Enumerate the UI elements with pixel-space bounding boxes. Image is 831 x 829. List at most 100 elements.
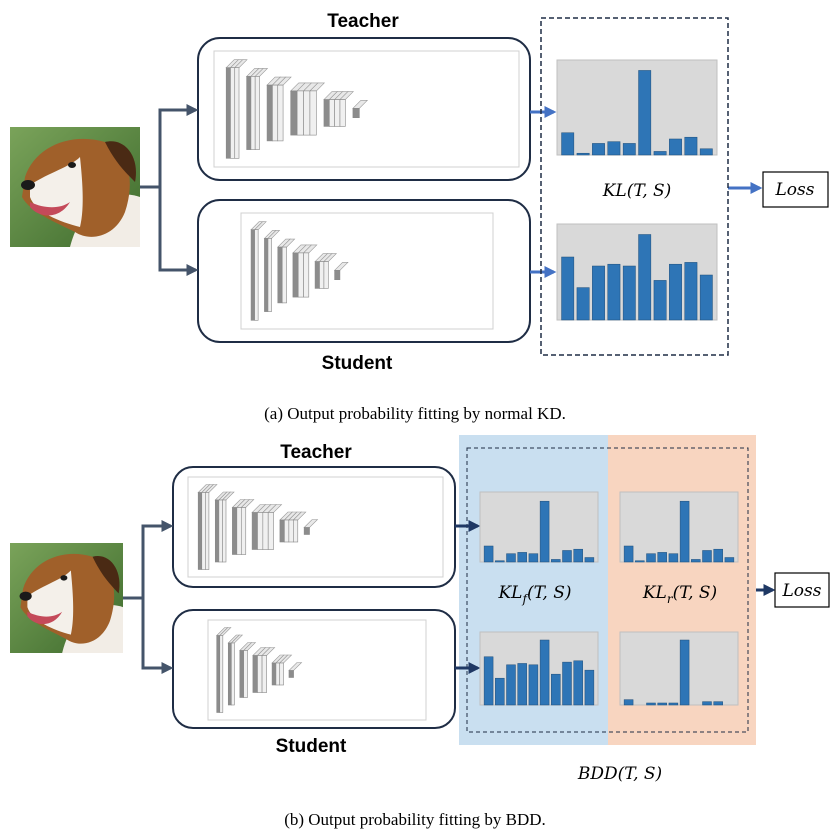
- caption: (b) Output probability fitting by BDD.: [284, 810, 546, 829]
- network-diagram: [214, 51, 519, 167]
- layer-face: [278, 85, 283, 141]
- layer-face: [278, 247, 282, 303]
- histogram-bar: [495, 678, 504, 705]
- layer-face: [240, 651, 244, 698]
- histogram-bar: [507, 665, 516, 705]
- teacher-label: Teacher: [280, 442, 352, 463]
- histogram-bar: [725, 558, 734, 562]
- kl-f-label: KLf(T, S): [497, 583, 571, 606]
- layer-face: [304, 91, 310, 135]
- histogram-bar: [529, 665, 538, 705]
- layer-face: [335, 270, 340, 279]
- histogram-bar: [669, 264, 681, 320]
- histogram-bar: [585, 670, 594, 705]
- layer-face: [315, 262, 319, 289]
- layer-face: [268, 513, 273, 550]
- histogram-bar: [563, 550, 572, 562]
- layer-face: [310, 91, 316, 135]
- layer-face: [293, 520, 297, 542]
- histogram-bar: [551, 674, 560, 705]
- layer-face: [231, 643, 234, 705]
- layer-face: [257, 513, 262, 550]
- histogram-bar: [680, 640, 689, 705]
- histogram-bar: [623, 143, 635, 155]
- layer-face: [262, 656, 267, 693]
- student-label: Student: [276, 736, 347, 757]
- layer-face: [289, 671, 294, 678]
- layer-face: [289, 520, 293, 542]
- histogram-bar: [484, 657, 493, 705]
- layer-face: [251, 76, 255, 149]
- histogram-bar: [714, 549, 723, 562]
- histogram-bar: [680, 501, 689, 562]
- layer-face: [257, 656, 262, 693]
- dog-eye: [68, 162, 76, 168]
- layer-face: [215, 500, 219, 562]
- kl-label: KL(T, S): [602, 181, 672, 201]
- layer-face: [247, 76, 251, 149]
- histogram-bar: [669, 139, 681, 155]
- layer-face: [335, 100, 340, 127]
- histogram-bar: [574, 661, 583, 705]
- layer-face: [241, 508, 245, 555]
- network-diagram: [208, 620, 426, 720]
- dog-nose: [21, 180, 35, 190]
- histogram-bar: [624, 546, 633, 562]
- layer-face: [268, 238, 272, 311]
- histogram-bar: [654, 151, 666, 155]
- histogram-bar: [703, 550, 712, 562]
- histogram-bar: [540, 501, 549, 562]
- layer-face: [329, 100, 334, 127]
- histogram-bar: [574, 549, 583, 562]
- layer-face: [253, 656, 258, 693]
- layer-face: [291, 91, 297, 135]
- dog-photo: [10, 543, 123, 653]
- layer-face: [267, 85, 272, 141]
- layer-face: [198, 493, 202, 570]
- histogram-bar: [635, 561, 644, 562]
- histogram-bar: [623, 266, 635, 320]
- histogram-bar: [563, 662, 572, 705]
- network-diagram: [188, 477, 443, 577]
- histogram-bar: [608, 264, 620, 320]
- kl-f-base: KL: [497, 583, 522, 603]
- histogram-bar: [540, 640, 549, 705]
- network-diagram: [241, 213, 493, 329]
- histogram-bar: [562, 257, 574, 320]
- loss-label: Loss: [775, 180, 815, 200]
- caption: (a) Output probability fitting by normal…: [264, 404, 566, 423]
- layer-face: [272, 85, 277, 141]
- histogram-bar: [551, 559, 560, 562]
- histogram-bar: [654, 280, 666, 320]
- dog-eye: [60, 575, 67, 581]
- histogram-bar: [669, 703, 678, 705]
- layer-face: [340, 100, 345, 127]
- layer-face: [298, 253, 303, 297]
- histogram-bar: [529, 554, 538, 562]
- layer-face: [303, 253, 308, 297]
- histogram-bar: [691, 559, 700, 562]
- layer-face: [222, 500, 226, 562]
- histogram-bar: [624, 700, 633, 705]
- histogram-bar: [647, 703, 656, 705]
- histogram-bar: [639, 70, 651, 155]
- histogram-bar: [507, 554, 516, 562]
- histogram-bar: [714, 702, 723, 705]
- histogram-bar: [669, 554, 678, 562]
- layer-face: [304, 528, 309, 535]
- kl-r-base: KL: [642, 583, 667, 603]
- histogram-bar: [685, 137, 697, 155]
- histogram-bar: [484, 546, 493, 562]
- histogram-bar: [585, 558, 594, 562]
- histogram-bg: [620, 632, 738, 705]
- histogram-bar: [495, 561, 504, 562]
- bdd-label: BDD(T, S): [577, 764, 662, 784]
- layer-face: [276, 663, 280, 685]
- layer-face: [220, 636, 223, 713]
- layer-face: [324, 100, 329, 127]
- histogram-bar: [608, 142, 620, 155]
- layer-face: [353, 108, 359, 117]
- histogram-bar: [592, 266, 604, 320]
- histogram-bar: [647, 554, 656, 562]
- bdd-args: (T, S): [618, 764, 663, 784]
